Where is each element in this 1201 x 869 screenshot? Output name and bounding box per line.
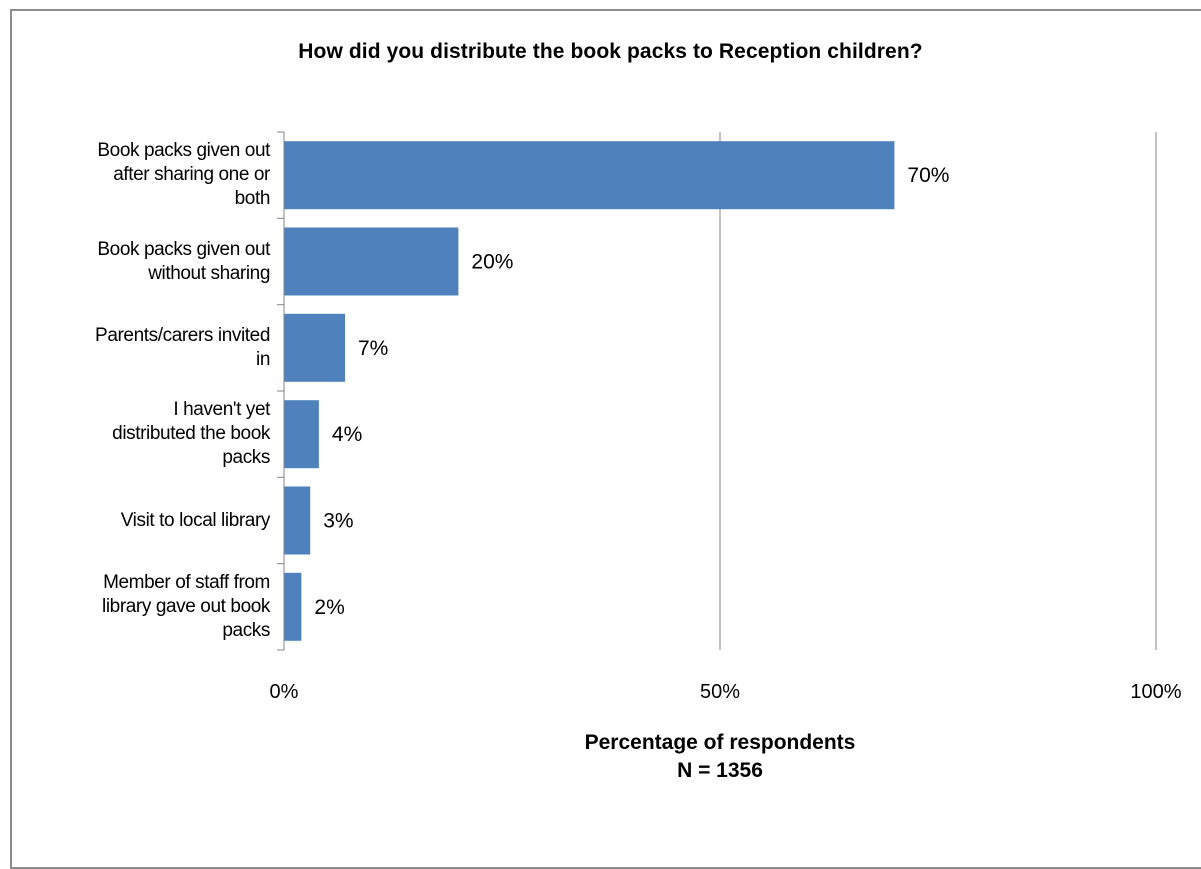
category-label-line: both [234,188,271,210]
labels: 70% 20% 7% 4% 3% 2% 0% 50% 100% [270,164,1182,703]
data-label-0: 70% [907,164,949,187]
bars [284,141,895,641]
data-label-4: 3% [323,510,353,533]
data-label-3: 4% [332,423,362,446]
category-label-line: Visit to local library [120,509,271,531]
category-label-line: Book packs given out [97,238,270,260]
category-label-line: in [256,348,270,370]
category-label-5: Member of staff from library gave out boo… [20,571,270,643]
category-label-4: Visit to local library [20,509,271,533]
category-label-line: Book packs given out [97,140,270,162]
data-label-1: 20% [471,251,513,274]
x-axis-label: Percentage of respondents [584,731,856,754]
chart-title: How did you distribute the book packs to… [298,40,923,63]
category-label-0: Book packs given out after sharing one or… [20,139,270,211]
bar-3 [284,400,319,469]
category-label-1: Book packs given out without sharing [20,238,270,286]
category-label-line: without sharing [148,262,270,284]
bar-4 [284,486,311,555]
category-label-line: Member of staff from [103,571,270,593]
category-label-2: Parents/carers invited in [20,324,270,372]
data-label-2: 7% [358,337,388,360]
category-label-line: I haven't yet [173,399,270,421]
data-label-5: 2% [314,596,344,619]
category-label-line: library gave out book [102,595,270,617]
x-tick-label-100: 100% [1130,681,1181,703]
axes [277,131,285,651]
bar-0 [284,141,895,210]
x-axis-title: Percentage of respondents N = 1356 [420,729,1020,785]
gridlines [719,132,1157,650]
x-tick-label-0: 0% [270,681,299,703]
category-label-line: distributed the book [112,423,270,445]
category-label-line: Parents/carers invited [95,324,270,346]
bar-5 [284,572,302,641]
bar-1 [284,227,459,296]
category-label-line: after sharing one or [113,164,270,186]
category-label-line: packs [222,447,270,469]
category-label-line: packs [222,619,270,641]
x-axis-sublabel: N = 1356 [677,759,763,782]
bar-2 [284,313,345,382]
x-tick-label-50: 50% [700,681,740,703]
category-label-3: I haven't yet distributed the book packs [20,398,270,470]
